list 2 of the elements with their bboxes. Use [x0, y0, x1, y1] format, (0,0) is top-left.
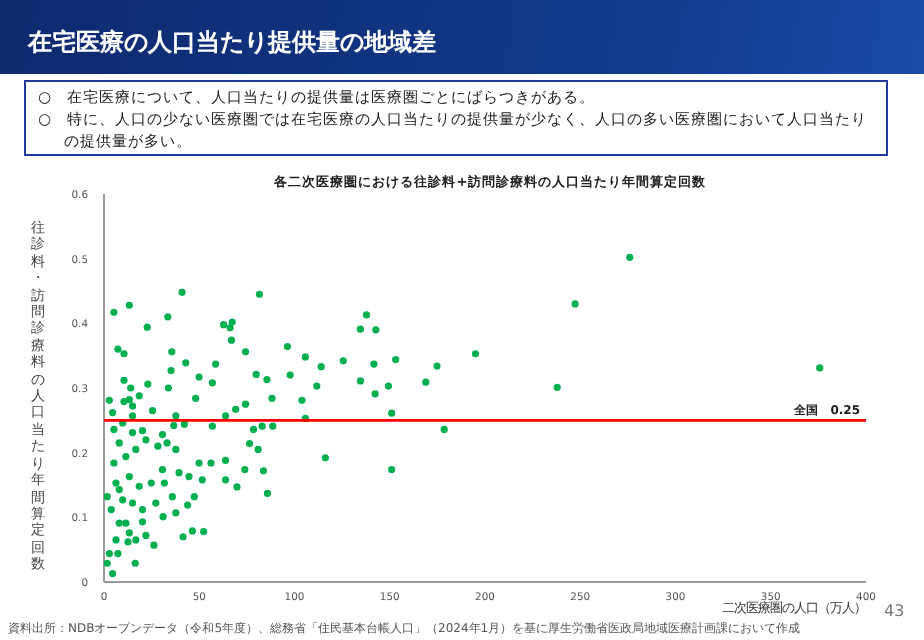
- text: 43: [884, 602, 905, 620]
- chart-title: 在宅医療の人口当たり提供量の地域差: [28, 26, 436, 60]
